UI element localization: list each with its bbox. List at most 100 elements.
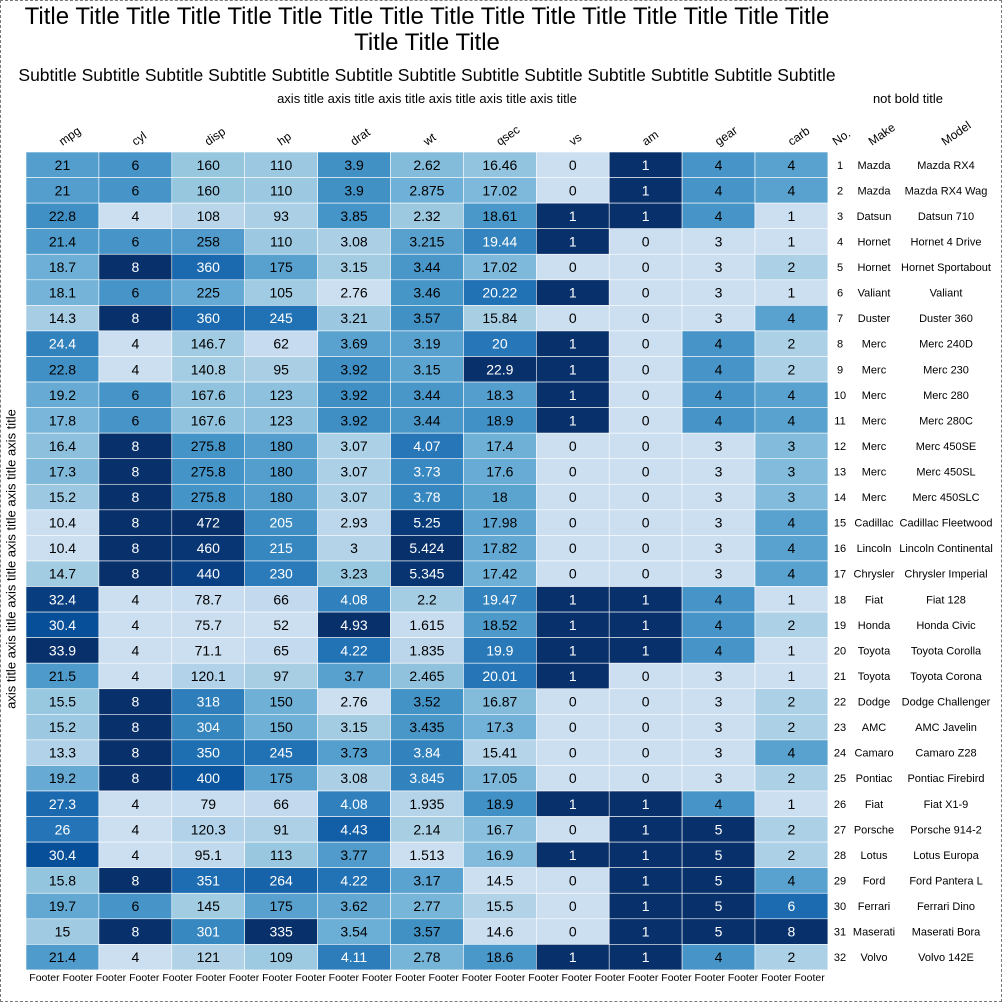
- heatmap-cell: [317, 714, 391, 741]
- cell-value: 0: [569, 745, 577, 761]
- heatmap-cell: [98, 458, 173, 485]
- cell-value: 1.513: [409, 847, 444, 863]
- cell-value: 20: [492, 336, 508, 352]
- heatmap-cell: [463, 330, 537, 357]
- heatmap-cell: [754, 944, 829, 971]
- cell-value: 4: [715, 642, 723, 658]
- cell-value: 2.14: [413, 821, 440, 837]
- row-make: AMC: [862, 722, 887, 734]
- heatmap-cell: [608, 816, 683, 843]
- row-number: 17: [834, 569, 846, 581]
- cell-value: 4: [715, 591, 723, 607]
- row-number: 31: [834, 927, 846, 939]
- cell-value: 1: [569, 668, 577, 684]
- heatmap-cell: [25, 483, 100, 511]
- cell-value: 5: [715, 847, 723, 863]
- row-model: Toyota Corolla: [911, 645, 982, 657]
- row-make: Mazda: [857, 160, 891, 172]
- heatmap-cell: [25, 330, 100, 357]
- cell-value: 8: [131, 540, 139, 556]
- row-model: Chrysler Imperial: [904, 569, 987, 581]
- cell-value: 180: [269, 438, 293, 454]
- cell-value: 8: [131, 464, 139, 480]
- heatmap-cell: [317, 407, 391, 434]
- cell-value: 0: [642, 540, 650, 556]
- cell-value: 350: [197, 745, 221, 761]
- heatmap-cell: [98, 279, 173, 306]
- heatmap-cell: [244, 714, 318, 741]
- cell-value: 0: [642, 438, 650, 454]
- cell-value: 440: [197, 566, 221, 582]
- row-make: Fiat: [865, 799, 883, 811]
- heatmap-cell: [317, 841, 391, 868]
- heatmap-cell: [608, 535, 683, 562]
- heatmap-cell: [463, 151, 537, 178]
- heatmap-cell: [171, 867, 246, 894]
- cell-value: 18.52: [482, 617, 517, 633]
- heatmap-cell: [535, 918, 610, 945]
- cell-value: 3.69: [340, 336, 367, 352]
- cell-value: 205: [269, 515, 293, 531]
- heatmap-cell: [535, 407, 610, 434]
- cell-value: 1: [569, 642, 577, 658]
- row-model: Hornet Sportabout: [901, 262, 991, 274]
- cell-value: 15: [55, 924, 71, 940]
- row-model: Toyota Corona: [910, 671, 982, 683]
- heatmap-cell: [681, 944, 756, 971]
- row-model: Merc 450SL: [916, 467, 975, 479]
- row-make: Merc: [862, 339, 887, 351]
- cell-value: 1: [642, 924, 650, 940]
- heatmap-cell: [171, 330, 246, 357]
- heatmap-cell: [171, 662, 246, 690]
- heatmap-cell: [171, 483, 246, 511]
- heatmap-cell: [681, 253, 756, 281]
- cell-value: 15.41: [482, 745, 517, 761]
- heatmap-cell: [681, 560, 756, 587]
- row-model: Fiat 128: [926, 594, 966, 606]
- cell-value: 0: [642, 310, 650, 326]
- cell-value: 3: [788, 438, 796, 454]
- cell-value: 3.84: [413, 745, 440, 761]
- cell-value: 4: [131, 617, 139, 633]
- row-make: Honda: [858, 620, 891, 632]
- cell-value: 4.11: [341, 949, 367, 965]
- cell-value: 0: [569, 540, 577, 556]
- heatmap-cell: [98, 483, 173, 511]
- heatmap-cell: [681, 279, 756, 306]
- heatmap-cell: [463, 356, 537, 383]
- row-model: Pontiac Firebird: [907, 773, 984, 785]
- heatmap-cell: [681, 381, 756, 408]
- row-model: Valiant: [930, 288, 963, 300]
- cell-value: 3.92: [340, 387, 367, 403]
- row-make: Toyota: [858, 645, 891, 657]
- cell-value: 1: [569, 361, 577, 377]
- cell-value: 0: [642, 285, 650, 301]
- cell-value: 1.835: [409, 642, 444, 658]
- row-number: 1: [837, 160, 843, 172]
- heatmap-cell: [244, 228, 318, 255]
- cell-value: 2: [788, 770, 796, 786]
- cell-value: 16.87: [482, 694, 517, 710]
- row-number: 20: [834, 645, 846, 657]
- row-number: 5: [837, 262, 843, 274]
- heatmap-cell: [98, 586, 173, 613]
- heatmap-cell: [317, 305, 391, 332]
- row-number: 12: [834, 441, 846, 453]
- cell-value: 14.6: [486, 924, 513, 940]
- cell-value: 4.08: [340, 796, 367, 812]
- heatmap-cell: [171, 841, 246, 868]
- cell-value: 2: [788, 259, 796, 275]
- heatmap-cell: [754, 228, 829, 255]
- heatmap-cell: [317, 637, 391, 664]
- cell-value: 318: [197, 694, 221, 710]
- cell-value: 3.77: [340, 847, 367, 863]
- row-make: Merc: [862, 492, 887, 504]
- cell-value: 1: [788, 208, 796, 224]
- cell-value: 1.615: [409, 617, 444, 633]
- cell-value: 1: [569, 847, 577, 863]
- cell-value: 32.4: [49, 591, 76, 607]
- heatmap-cell: [317, 509, 391, 536]
- cell-value: 8: [131, 566, 139, 582]
- cell-value: 145: [197, 898, 221, 914]
- heatmap-cell: [608, 841, 683, 868]
